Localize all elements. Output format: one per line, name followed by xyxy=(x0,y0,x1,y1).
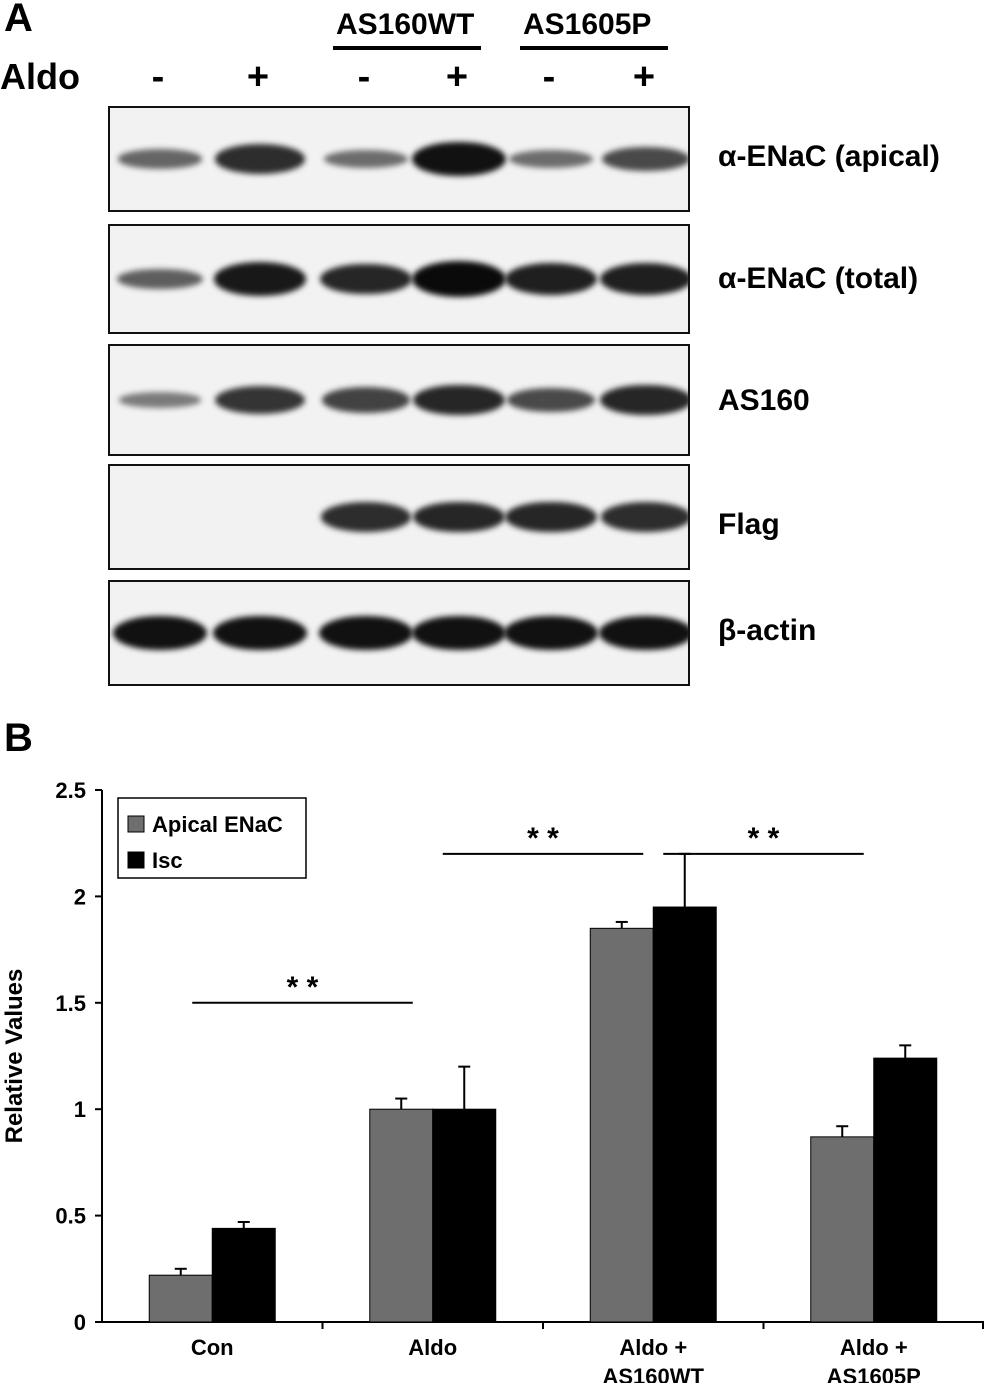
blot-label-enac-total: α-ENaC (total) xyxy=(718,262,919,295)
blot-label-flag: Flag xyxy=(718,508,780,541)
bar-apical xyxy=(589,927,654,1323)
band-lane-3 xyxy=(323,150,409,168)
bar-apical xyxy=(810,1136,875,1323)
band-lane-3 xyxy=(319,615,413,651)
legend-box xyxy=(117,797,307,879)
y-tick-label: 0 xyxy=(74,1310,86,1335)
chart-annotations: * * * * * * xyxy=(192,822,864,1004)
aldo-row-label: Aldo xyxy=(0,56,80,97)
significance-stars: * * xyxy=(527,822,559,855)
band-lane-6 xyxy=(600,384,688,416)
band-lane-1 xyxy=(117,149,203,169)
y-tick-label: 2 xyxy=(74,884,86,909)
chart-bars xyxy=(148,852,938,1323)
blot-label-beta-actin: β-actin xyxy=(718,614,817,647)
lane-sign-4: + xyxy=(445,56,469,98)
bar-chart: 0 0.5 1 1.5 2 2.5 Relative Values Con Aldo Aldo +… xyxy=(1,778,984,1383)
band-lane-3 xyxy=(320,502,412,532)
y-tick-label: 1 xyxy=(74,1097,86,1122)
band-lane-1 xyxy=(118,392,202,408)
group-line-as160wt xyxy=(333,46,481,50)
band-lane-3 xyxy=(320,263,412,295)
blot-flag xyxy=(108,464,690,570)
x-tick-label: AS160WT xyxy=(603,1364,705,1383)
group-label-as160wt: AS160WT xyxy=(336,8,475,41)
y-tick-label: 1.5 xyxy=(55,991,86,1016)
band-lane-2 xyxy=(213,615,307,651)
band-lane-5 xyxy=(508,150,594,168)
legend-label-isc: Isc xyxy=(152,848,183,873)
x-tick-label: Con xyxy=(191,1335,234,1360)
band-lane-4 xyxy=(413,501,505,533)
band-lane-6 xyxy=(600,502,688,532)
chart-axes: 0 0.5 1 1.5 2 2.5 Relative Values Con Aldo Aldo +… xyxy=(1,778,984,1383)
blot-as160 xyxy=(108,344,690,456)
band-lane-2 xyxy=(214,144,306,174)
bar-isc xyxy=(873,1057,938,1323)
lane-sign-2: + xyxy=(246,56,270,98)
bar-isc xyxy=(652,906,717,1323)
y-tick-label: 2.5 xyxy=(55,778,86,803)
panel-b-letter: B xyxy=(4,716,33,760)
band-lane-5 xyxy=(505,501,597,533)
y-tick-label: 0.5 xyxy=(55,1204,86,1229)
band-lane-5 xyxy=(504,615,598,651)
legend-swatch-isc xyxy=(127,851,145,869)
bar-isc xyxy=(432,1108,497,1323)
band-lane-5 xyxy=(507,387,595,413)
blot-enac-total xyxy=(108,224,690,334)
blot-label-as160: AS160 xyxy=(718,384,810,417)
significance-stars: * * xyxy=(748,822,780,855)
lane-sign-6: + xyxy=(632,56,656,98)
band-lane-5 xyxy=(505,262,597,296)
y-axis-title: Relative Values xyxy=(1,969,28,1144)
chart-legend: Apical ENaC Isc xyxy=(117,797,307,879)
x-tick-label: Aldo xyxy=(408,1335,457,1360)
bar-apical xyxy=(148,1274,213,1323)
band-lane-1 xyxy=(117,268,203,290)
blot-label-enac-apical: α-ENaC (apical) xyxy=(718,140,940,173)
band-lane-2 xyxy=(215,385,305,415)
band-lane-3 xyxy=(321,387,411,413)
x-tick-label: Aldo + xyxy=(619,1335,687,1360)
band-lane-4 xyxy=(412,615,506,651)
x-tick-label: AS1605P xyxy=(827,1364,921,1383)
band-lane-6 xyxy=(599,615,688,651)
blot-beta-actin xyxy=(108,580,690,686)
bar-isc xyxy=(211,1227,276,1323)
band-lane-6 xyxy=(600,262,688,296)
group-label-as1605p: AS1605P xyxy=(523,8,652,41)
legend-label-apical: Apical ENaC xyxy=(152,812,283,837)
bar-apical xyxy=(369,1108,434,1323)
band-lane-4 xyxy=(412,261,506,297)
band-lane-4 xyxy=(412,141,506,177)
lane-sign-1: - xyxy=(151,56,165,98)
lane-sign-5: - xyxy=(542,56,556,98)
band-lane-4 xyxy=(413,384,505,416)
band-lane-6 xyxy=(602,146,688,172)
blot-enac-apical xyxy=(108,106,690,212)
x-tick-label: Aldo + xyxy=(840,1335,908,1360)
group-line-as1605p xyxy=(520,46,668,50)
lane-sign-3: - xyxy=(357,56,371,98)
band-lane-1 xyxy=(113,615,207,651)
panel-a-letter: A xyxy=(4,0,33,40)
significance-stars: * * xyxy=(287,971,319,1004)
legend-swatch-apical xyxy=(127,815,145,833)
band-lane-2 xyxy=(213,262,307,296)
